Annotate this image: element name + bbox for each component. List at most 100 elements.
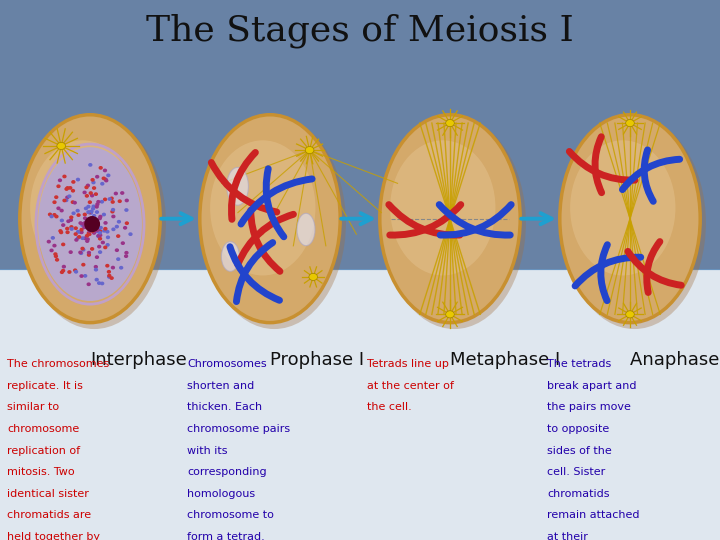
Ellipse shape bbox=[73, 232, 78, 236]
Ellipse shape bbox=[92, 214, 96, 218]
Ellipse shape bbox=[97, 245, 102, 248]
Ellipse shape bbox=[94, 227, 98, 231]
Ellipse shape bbox=[104, 221, 108, 225]
Ellipse shape bbox=[94, 228, 99, 232]
Ellipse shape bbox=[81, 248, 86, 252]
Ellipse shape bbox=[86, 226, 91, 230]
Text: the pairs move: the pairs move bbox=[547, 402, 631, 413]
Ellipse shape bbox=[570, 140, 675, 275]
Ellipse shape bbox=[93, 218, 97, 221]
Ellipse shape bbox=[86, 282, 91, 286]
Ellipse shape bbox=[63, 174, 67, 178]
Ellipse shape bbox=[96, 227, 101, 231]
Text: break apart and: break apart and bbox=[547, 381, 636, 391]
Ellipse shape bbox=[106, 235, 110, 239]
Ellipse shape bbox=[111, 200, 115, 204]
Ellipse shape bbox=[116, 234, 120, 238]
Text: held together by: held together by bbox=[7, 532, 100, 540]
Ellipse shape bbox=[61, 269, 66, 273]
Ellipse shape bbox=[560, 115, 701, 322]
Ellipse shape bbox=[92, 231, 96, 235]
Text: cell. Sister: cell. Sister bbox=[547, 467, 606, 477]
Text: to opposite: to opposite bbox=[547, 424, 609, 434]
Ellipse shape bbox=[77, 230, 81, 234]
Ellipse shape bbox=[76, 209, 80, 213]
Ellipse shape bbox=[55, 258, 59, 262]
Ellipse shape bbox=[107, 270, 111, 274]
Text: replicate. It is: replicate. It is bbox=[7, 381, 83, 391]
Ellipse shape bbox=[89, 220, 94, 224]
Ellipse shape bbox=[85, 234, 89, 238]
Ellipse shape bbox=[98, 230, 102, 233]
Ellipse shape bbox=[84, 185, 89, 189]
Text: the cell.: the cell. bbox=[367, 402, 412, 413]
Ellipse shape bbox=[64, 187, 68, 191]
Ellipse shape bbox=[119, 266, 123, 269]
Ellipse shape bbox=[62, 265, 66, 268]
Ellipse shape bbox=[111, 266, 115, 269]
Ellipse shape bbox=[87, 253, 91, 257]
Text: identical sister: identical sister bbox=[7, 489, 89, 499]
Ellipse shape bbox=[76, 236, 80, 240]
Ellipse shape bbox=[105, 243, 109, 247]
Ellipse shape bbox=[77, 235, 81, 239]
Ellipse shape bbox=[99, 166, 103, 170]
Ellipse shape bbox=[80, 223, 84, 227]
Ellipse shape bbox=[48, 213, 52, 217]
Ellipse shape bbox=[98, 250, 102, 254]
Ellipse shape bbox=[71, 200, 75, 204]
Ellipse shape bbox=[50, 248, 54, 252]
Ellipse shape bbox=[74, 270, 78, 274]
Text: Prophase I: Prophase I bbox=[270, 351, 364, 369]
Ellipse shape bbox=[90, 229, 94, 233]
Ellipse shape bbox=[98, 231, 102, 235]
Ellipse shape bbox=[92, 186, 96, 190]
Ellipse shape bbox=[53, 213, 57, 217]
Ellipse shape bbox=[114, 225, 119, 228]
Ellipse shape bbox=[78, 251, 83, 254]
Ellipse shape bbox=[446, 311, 454, 318]
Ellipse shape bbox=[446, 119, 454, 126]
Ellipse shape bbox=[297, 213, 315, 246]
Ellipse shape bbox=[109, 197, 114, 200]
Ellipse shape bbox=[89, 191, 93, 195]
Ellipse shape bbox=[56, 206, 60, 210]
Ellipse shape bbox=[79, 231, 84, 234]
Ellipse shape bbox=[87, 211, 91, 214]
Text: The tetrads: The tetrads bbox=[547, 359, 611, 369]
Ellipse shape bbox=[91, 205, 96, 208]
Ellipse shape bbox=[60, 219, 64, 222]
Ellipse shape bbox=[64, 198, 68, 202]
Ellipse shape bbox=[88, 222, 92, 226]
Text: chromosome to: chromosome to bbox=[187, 510, 274, 521]
Text: Chromosomes: Chromosomes bbox=[187, 359, 267, 369]
Text: form a tetrad.: form a tetrad. bbox=[187, 532, 265, 540]
Ellipse shape bbox=[63, 199, 67, 202]
Text: mitosis. Two: mitosis. Two bbox=[7, 467, 75, 477]
Ellipse shape bbox=[88, 200, 92, 204]
Ellipse shape bbox=[125, 199, 129, 202]
Ellipse shape bbox=[50, 236, 55, 240]
Ellipse shape bbox=[23, 117, 166, 329]
Ellipse shape bbox=[121, 241, 125, 245]
Text: Interphase: Interphase bbox=[90, 351, 186, 369]
Ellipse shape bbox=[68, 250, 73, 254]
Ellipse shape bbox=[95, 210, 99, 214]
Ellipse shape bbox=[102, 229, 107, 233]
Ellipse shape bbox=[87, 232, 91, 236]
Ellipse shape bbox=[86, 222, 90, 226]
Ellipse shape bbox=[86, 237, 90, 241]
Ellipse shape bbox=[114, 248, 119, 252]
Ellipse shape bbox=[88, 220, 92, 224]
Ellipse shape bbox=[125, 221, 129, 225]
Ellipse shape bbox=[87, 226, 91, 230]
Ellipse shape bbox=[203, 117, 346, 329]
Ellipse shape bbox=[105, 230, 109, 234]
Ellipse shape bbox=[68, 186, 73, 190]
Ellipse shape bbox=[91, 178, 95, 182]
Ellipse shape bbox=[98, 233, 102, 237]
Ellipse shape bbox=[120, 191, 125, 195]
Ellipse shape bbox=[103, 168, 107, 172]
Ellipse shape bbox=[74, 238, 78, 242]
Text: sides of the: sides of the bbox=[547, 446, 612, 456]
